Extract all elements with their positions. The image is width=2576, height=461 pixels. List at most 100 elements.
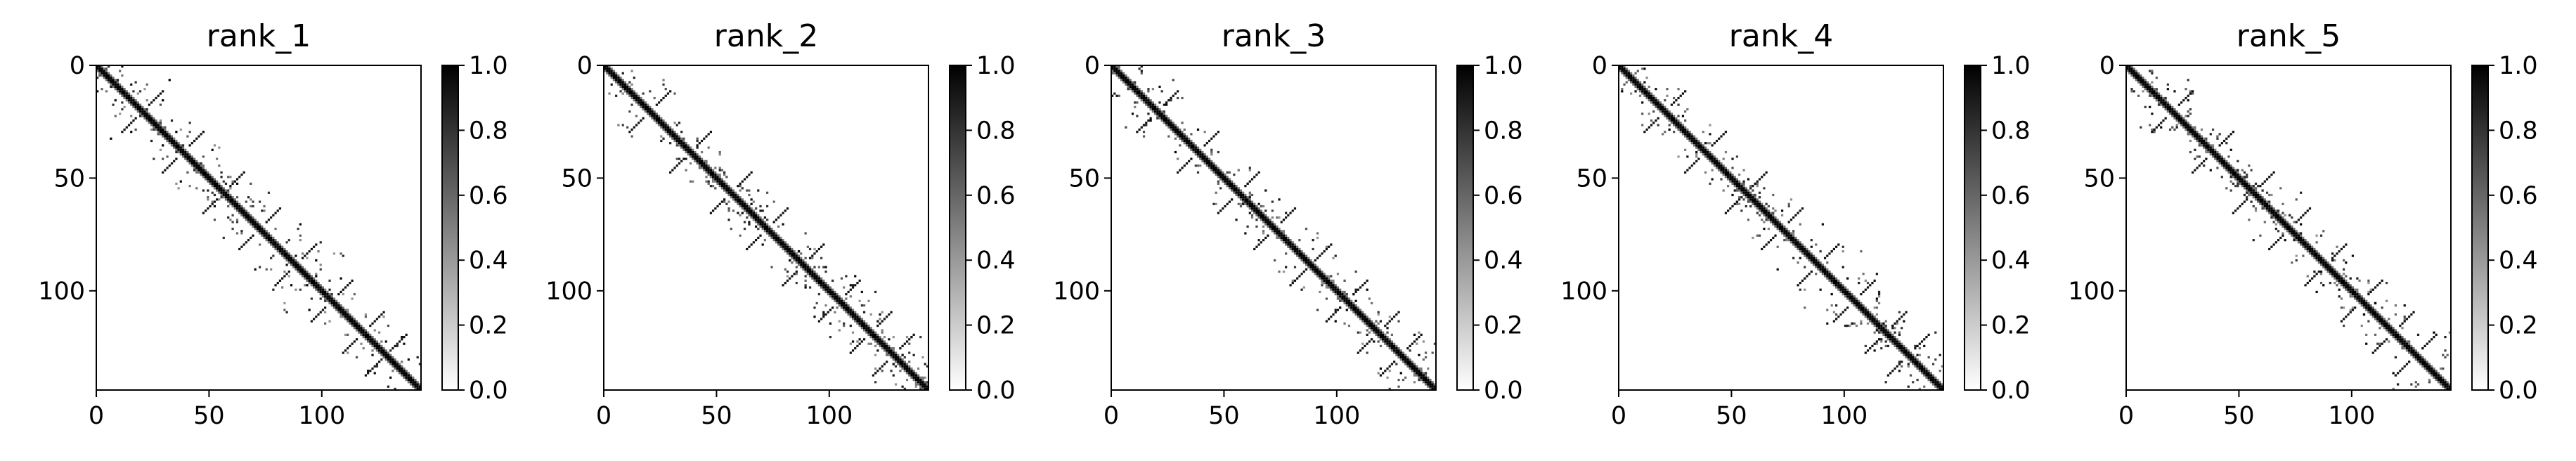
- heatmap-cell: [2315, 250, 2318, 253]
- heatmap-cell: [1677, 126, 1680, 129]
- heatmap-cell: [1418, 374, 1420, 377]
- heatmap-cell: [847, 313, 850, 316]
- heatmap-cell: [373, 365, 376, 368]
- heatmap-cell: [1747, 193, 1750, 197]
- heatmap-cell: [2367, 304, 2370, 307]
- heatmap-cell: [143, 117, 146, 119]
- heatmap-cell: [407, 376, 410, 379]
- heatmap-cell: [1772, 221, 1775, 223]
- heatmap-cell: [1420, 378, 1423, 382]
- heatmap-cell: [231, 228, 234, 230]
- heatmap-cell: [820, 286, 823, 289]
- heatmap-cell: [1821, 266, 1824, 268]
- heatmap-cell: [2405, 344, 2409, 348]
- heatmap-cell: [1765, 219, 1768, 221]
- heatmap-cell: [276, 241, 279, 244]
- heatmap-cell: [125, 126, 128, 129]
- heatmap-cell: [222, 196, 225, 199]
- heatmap-cell: [829, 290, 832, 294]
- heatmap-cell: [155, 119, 157, 122]
- heatmap-cell: [1395, 353, 1398, 356]
- heatmap-cell: [1222, 174, 1224, 176]
- heatmap-cell: [793, 259, 796, 262]
- heatmap-cell: [692, 148, 694, 151]
- heatmap-cell: [759, 223, 762, 226]
- heatmap-cell: [136, 101, 139, 104]
- heatmap-cell: [748, 193, 751, 197]
- heatmap-cell: [1756, 198, 1759, 201]
- heatmap-cell: [692, 180, 694, 183]
- heatmap-cell: [858, 338, 861, 341]
- heatmap-cell: [285, 252, 288, 255]
- heatmap-cell: [179, 146, 182, 149]
- heatmap-cell: [2308, 243, 2312, 246]
- heatmap-cell: [2378, 322, 2381, 325]
- heatmap-cell: [612, 79, 616, 82]
- heatmap-cell: [1700, 142, 1702, 145]
- heatmap-cell: [339, 309, 342, 311]
- heatmap-cell: [1909, 374, 1912, 377]
- colorbar-tick-label: 0.0: [469, 377, 508, 405]
- heatmap-cell: [1941, 383, 1943, 386]
- heatmap-cell: [177, 148, 180, 151]
- heatmap-cell: [1713, 157, 1716, 160]
- heatmap-cell: [375, 363, 379, 365]
- heatmap-cell: [2153, 88, 2156, 91]
- heatmap-cell: [378, 351, 381, 354]
- heatmap-cell: [901, 367, 904, 370]
- heatmap-cell: [1804, 266, 1806, 268]
- heatmap-cell: [1217, 169, 1219, 171]
- heatmap-cell: [1280, 221, 1283, 223]
- heatmap-cell: [782, 212, 784, 214]
- heatmap-cell: [1661, 112, 1664, 115]
- heatmap-cell: [2265, 200, 2269, 203]
- heatmap-cell: [304, 254, 306, 257]
- heatmap-cell: [220, 187, 223, 190]
- heatmap-cell: [1794, 241, 1797, 244]
- heatmap-cell: [2252, 196, 2255, 199]
- heatmap-cell: [739, 185, 742, 188]
- heatmap-cell: [2437, 378, 2440, 382]
- heatmap-cells: [96, 65, 421, 390]
- heatmap-cell: [919, 385, 922, 388]
- heatmap-cell: [414, 381, 417, 384]
- heatmap-cell: [213, 193, 216, 197]
- heatmap-cell: [1219, 174, 1222, 176]
- heatmap-cell: [1181, 167, 1184, 169]
- heatmap-cell: [2426, 361, 2428, 363]
- heatmap-cell: [1697, 157, 1700, 160]
- heatmap-cell: [1830, 304, 1833, 307]
- heatmap-cell: [2394, 338, 2397, 341]
- heatmap-cell: [1891, 336, 1894, 339]
- heatmap-cell: [2252, 193, 2255, 197]
- heatmap-cell: [2326, 261, 2329, 264]
- heatmap-cell: [1634, 85, 1637, 89]
- heatmap-cell: [2234, 178, 2237, 181]
- heatmap-cell: [845, 311, 848, 313]
- heatmap-cell: [1215, 169, 1217, 171]
- heatmap-cell: [1248, 202, 1251, 205]
- heatmap-cell: [2175, 112, 2178, 115]
- heatmap-cell: [689, 155, 692, 158]
- heatmap-cell: [1860, 293, 1863, 296]
- heatmap-cell: [2324, 266, 2327, 268]
- heatmap-cell: [2392, 329, 2395, 332]
- heatmap-cell: [1901, 342, 1903, 345]
- heatmap-cell: [1776, 245, 1779, 248]
- heatmap-cell: [1359, 311, 1362, 313]
- heatmap-cell: [1115, 94, 1118, 97]
- heatmap-cell: [1684, 110, 1687, 113]
- heatmap-cell: [2130, 74, 2133, 77]
- heatmap-cell: [775, 232, 778, 235]
- heatmap-cell: [2135, 70, 2138, 72]
- heatmap-cell: [2319, 257, 2323, 259]
- heatmap-cell: [1377, 327, 1380, 330]
- heatmap-cell: [130, 103, 133, 106]
- heatmap-cell: [2338, 282, 2341, 285]
- heatmap-cell: [1664, 105, 1666, 108]
- heatmap-cell: [1368, 320, 1371, 323]
- heatmap-cell: [162, 99, 164, 102]
- heatmap-cell: [1849, 324, 1851, 327]
- heatmap-cell: [1433, 342, 1436, 345]
